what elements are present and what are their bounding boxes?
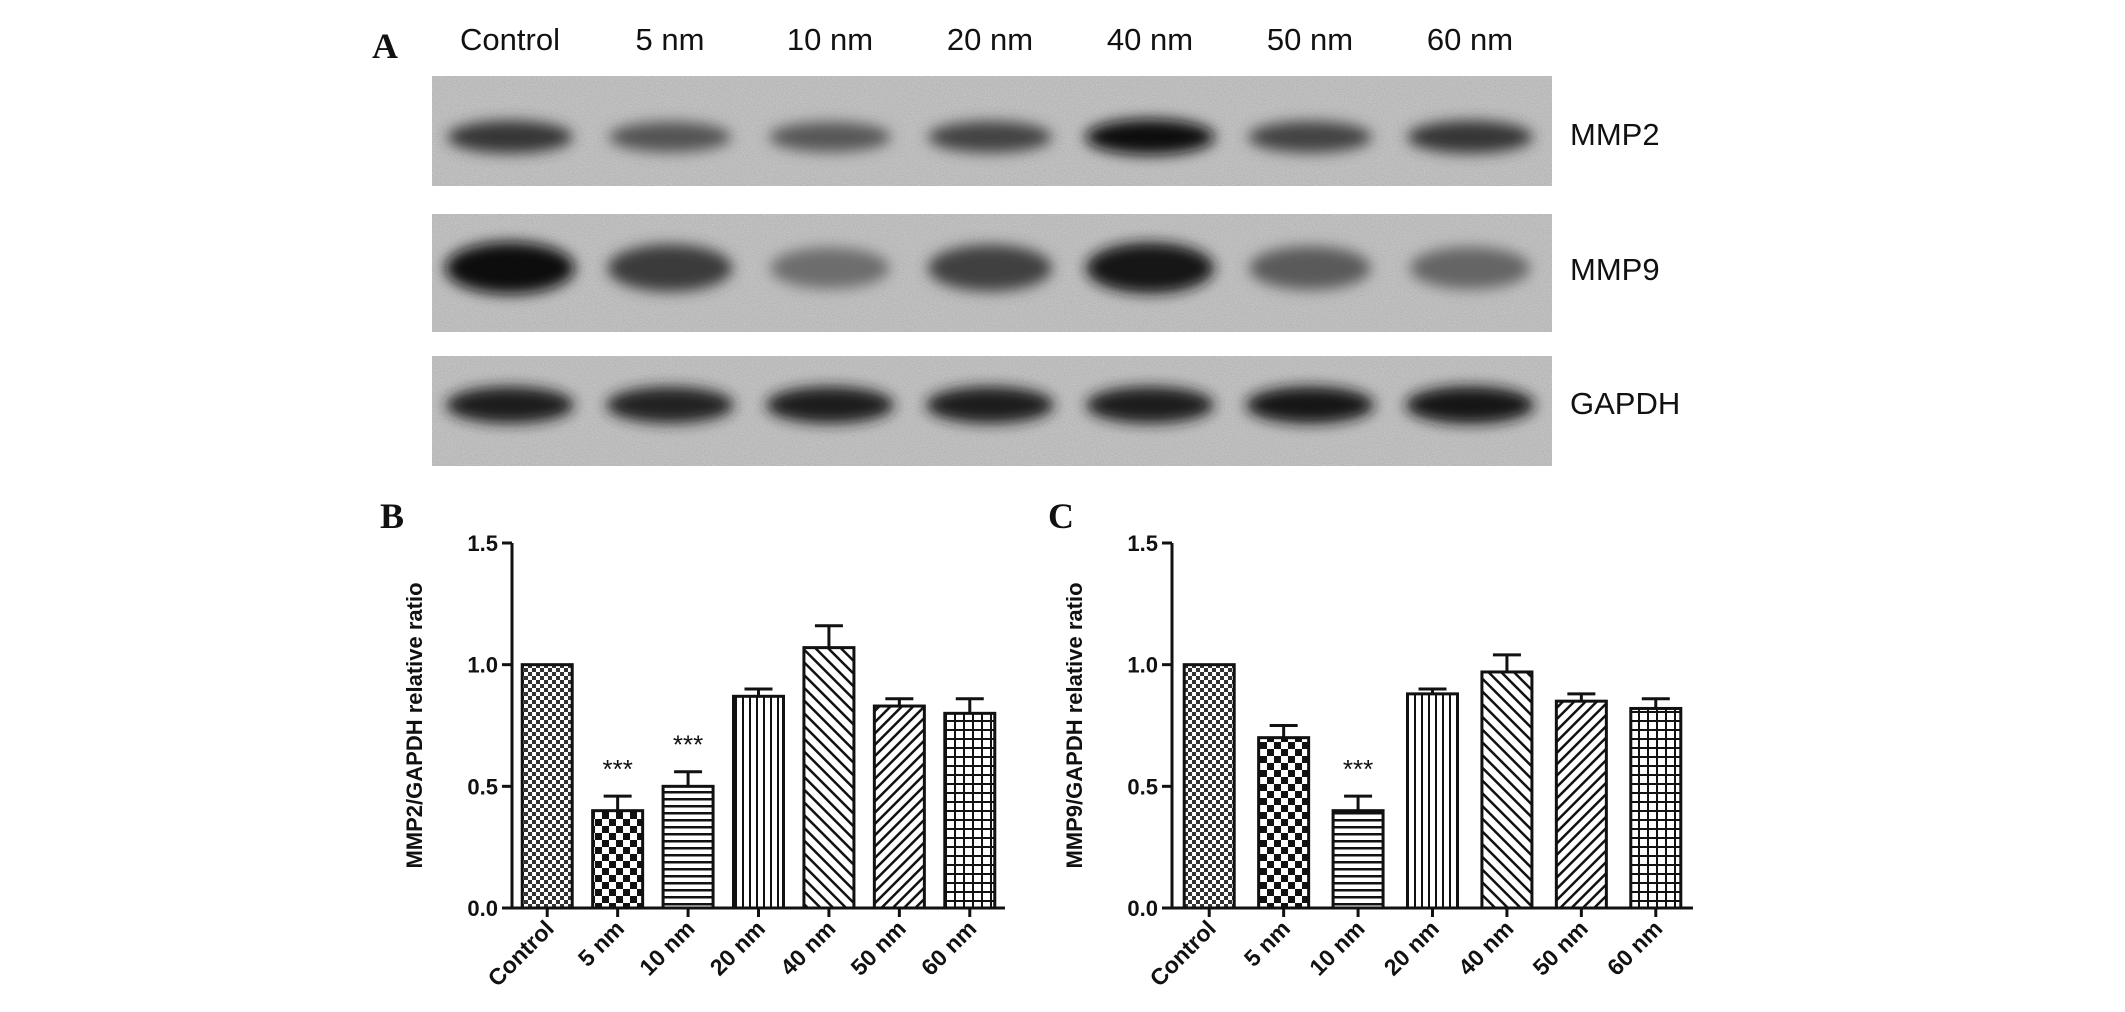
western-blot-panel: A Control 5 nm 10 nm 20 nm 40 nm 50 nm 60 nm M… <box>372 22 1680 466</box>
band-mmp9-20-nm <box>927 244 1053 292</box>
x-tick-label-60-nm: 60 nm <box>916 915 981 980</box>
bar-20-nm <box>732 694 785 910</box>
bar-50-nm <box>872 704 926 910</box>
band-mmp9-40-nm <box>1085 242 1215 294</box>
band-mmp9-control <box>445 241 575 295</box>
lane-label-40-nm: 40 nm <box>1107 22 1193 57</box>
lane-label-10-nm: 10 nm <box>787 22 873 57</box>
bar-60-nm <box>1629 706 1683 910</box>
significance-10-nm: *** <box>673 730 703 760</box>
band-mmp9-5-nm <box>607 244 733 292</box>
band-strips: MMP2 MMP9 GAPDH <box>432 76 1680 466</box>
chart-b: B MMP2/GAPDH relative ratio 0.0 0.5 1.0 1.5 Co… <box>380 496 1005 991</box>
lane-label-5-nm: 5 nm <box>636 22 705 57</box>
bar-50-nm <box>1554 699 1608 910</box>
bar-10-nm <box>661 784 715 910</box>
band-gapdh-20-nm <box>926 386 1054 424</box>
band-mmp9-50-nm <box>1249 246 1371 290</box>
x-tick-label-40-nm: 40 nm <box>1453 915 1518 980</box>
lane-label-60-nm: 60 nm <box>1427 22 1513 57</box>
band-gapdh-control <box>446 386 574 424</box>
y-tick-label: 1.0 <box>1127 653 1158 678</box>
significance-10-nm: *** <box>1343 754 1373 784</box>
bar-10-nm <box>1331 809 1385 910</box>
lane-labels: Control 5 nm 10 nm 20 nm 40 nm 50 nm 60 nm <box>460 22 1513 57</box>
panel-letter-b: B <box>380 496 404 536</box>
band-mmp2-60-nm <box>1407 120 1533 154</box>
y-tick-label: 1.0 <box>467 653 498 678</box>
x-tick-label-40-nm: 40 nm <box>775 915 840 980</box>
band-mmp9-10-nm <box>770 247 890 289</box>
x-tick-label-control: Control <box>1145 915 1221 991</box>
bar-60-nm <box>943 711 997 910</box>
band-gapdh-10-nm <box>766 386 894 424</box>
x-tick-label-10-nm: 10 nm <box>1304 915 1369 980</box>
x-tick-label-60-nm: 60 nm <box>1602 915 1667 980</box>
bar-40-nm <box>1480 670 1534 910</box>
band-gapdh-60-nm <box>1405 386 1535 424</box>
y-tick-label: 0.5 <box>467 774 498 799</box>
lane-label-control: Control <box>460 22 560 57</box>
y-tick-label: 0.5 <box>1127 774 1158 799</box>
y-axis-label: MMP9/GAPDH relative ratio <box>1062 582 1087 868</box>
x-tick-label-20-nm: 20 nm <box>705 915 770 980</box>
y-tick-label: 1.5 <box>1127 531 1158 556</box>
bar-control <box>520 663 574 910</box>
x-tick-label-20-nm: 20 nm <box>1379 915 1444 980</box>
y-axis-label: MMP2/GAPDH relative ratio <box>402 582 427 868</box>
band-label-gapdh: GAPDH <box>1570 386 1680 421</box>
band-gapdh-40-nm <box>1086 386 1214 424</box>
band-mmp2-40-nm <box>1085 119 1215 155</box>
panel-letter-a: A <box>372 26 398 66</box>
chart-c: C MMP9/GAPDH relative ratio 0.0 0.5 1.0 1.5 Co… <box>1048 496 1693 991</box>
x-tick-label-control: Control <box>483 915 559 991</box>
band-label-mmp9: MMP9 <box>1570 252 1660 287</box>
band-label-mmp2: MMP2 <box>1570 117 1660 152</box>
y-tick-label: 0.0 <box>467 896 498 921</box>
bar-20-nm <box>1406 692 1459 910</box>
band-gapdh-5-nm <box>606 386 734 424</box>
band-mmp2-5-nm <box>608 121 732 153</box>
significance-5-nm: *** <box>602 754 632 784</box>
x-tick-label-50-nm: 50 nm <box>1527 915 1592 980</box>
bar-5-nm <box>591 809 645 910</box>
lane-label-50-nm: 50 nm <box>1267 22 1353 57</box>
band-mmp9-60-nm <box>1409 246 1531 290</box>
band-mmp2-10-nm <box>769 122 891 152</box>
band-gapdh-50-nm <box>1245 386 1375 424</box>
lane-label-20-nm: 20 nm <box>947 22 1033 57</box>
y-tick-label: 0.0 <box>1127 896 1158 921</box>
x-tick-label-5-nm: 5 nm <box>1239 915 1295 971</box>
blot-strip-gapdh: GAPDH <box>432 356 1680 466</box>
bar-control <box>1182 663 1236 910</box>
y-tick-label: 1.5 <box>467 531 498 556</box>
band-mmp2-control <box>447 120 573 154</box>
x-tick-label-50-nm: 50 nm <box>845 915 910 980</box>
panel-letter-c: C <box>1048 496 1074 536</box>
x-tick-label-5-nm: 5 nm <box>573 915 629 971</box>
bar-40-nm <box>802 646 856 910</box>
bar-5-nm <box>1257 736 1311 910</box>
blot-strip-mmp2: MMP2 <box>432 76 1660 186</box>
x-tick-label-10-nm: 10 nm <box>634 915 699 980</box>
blot-strip-mmp9: MMP9 <box>432 214 1660 332</box>
band-mmp2-50-nm <box>1248 121 1372 153</box>
band-mmp2-20-nm <box>928 121 1052 153</box>
